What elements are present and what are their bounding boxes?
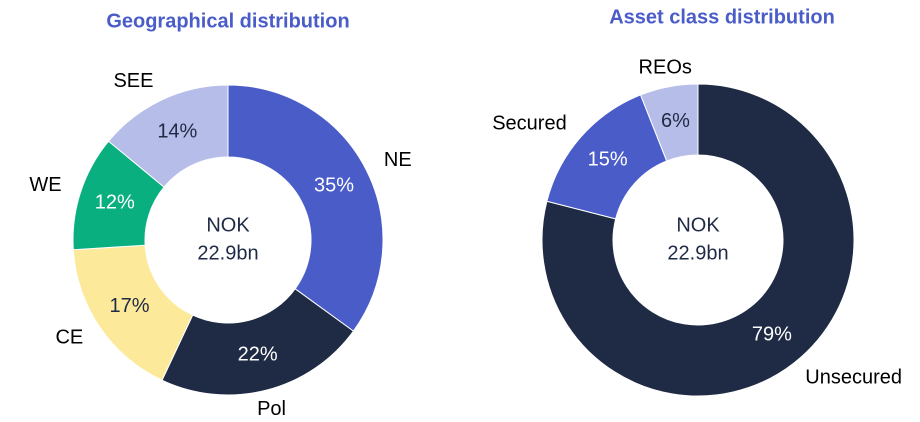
category-label: CE	[55, 327, 83, 349]
value-label: 79%	[752, 323, 792, 345]
category-label: WE	[29, 174, 61, 196]
value-label: 35%	[314, 174, 354, 196]
category-label: SEE	[113, 70, 153, 92]
category-label: Pol	[257, 398, 286, 420]
category-label: REOs	[639, 56, 692, 78]
value-label: 22%	[238, 344, 278, 366]
category-label: Unsecured	[805, 367, 902, 389]
chart-title: Asset class distribution	[609, 6, 835, 28]
category-label: NE	[384, 149, 412, 171]
value-label: 15%	[588, 149, 628, 171]
center-text: 22.9bn	[197, 242, 258, 264]
category-label: Secured	[492, 113, 567, 135]
donut-slice	[639, 83, 699, 162]
chart-title: Geographical distribution	[106, 10, 349, 32]
value-label: 6%	[661, 110, 690, 132]
center-text: 22.9bn	[667, 242, 728, 264]
donut-slice	[227, 84, 384, 332]
value-label: 17%	[110, 295, 150, 317]
value-label: 14%	[157, 121, 197, 143]
donut-slice	[541, 83, 855, 397]
center-text: NOK	[676, 214, 720, 236]
value-label: 12%	[95, 192, 135, 214]
donut-slice	[161, 288, 355, 396]
center-text: NOK	[206, 214, 250, 236]
donut-slice	[107, 84, 229, 188]
